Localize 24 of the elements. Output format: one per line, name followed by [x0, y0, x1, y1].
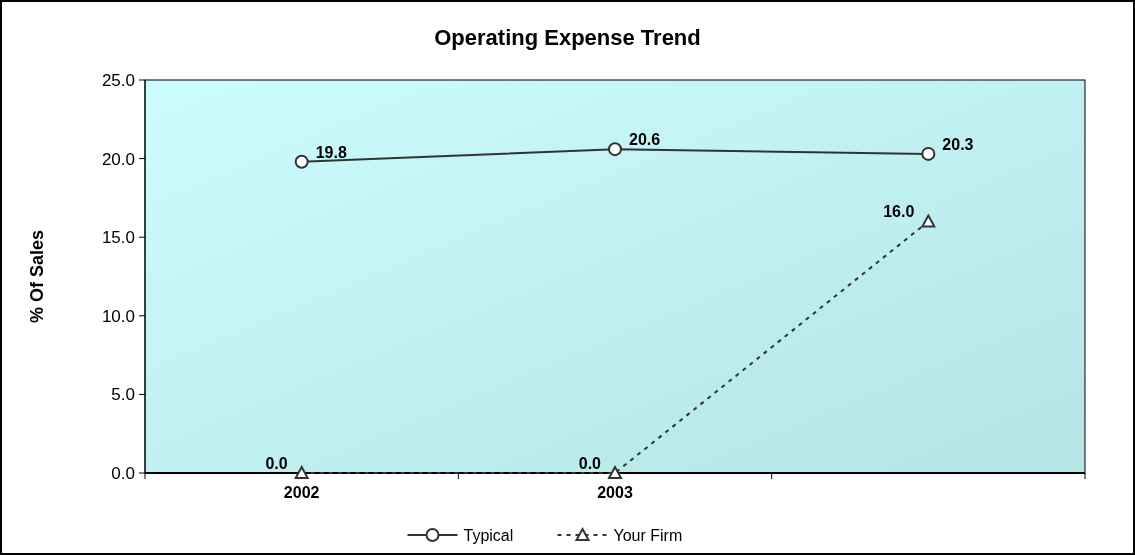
data-label: 20.3 — [942, 135, 974, 153]
y-tick-label: 5.0 — [111, 385, 135, 405]
data-label: 20.6 — [629, 131, 661, 149]
y-axis-title: % Of Sales — [27, 229, 47, 324]
data-label: 0.0 — [578, 455, 602, 472]
y-tick-label: 15.0 — [101, 228, 135, 248]
point — [608, 142, 622, 157]
point — [921, 146, 936, 161]
x-tick-label: 2003 — [597, 484, 633, 501]
legend-label: Your Firm — [613, 527, 683, 544]
data-label: 19.8 — [315, 143, 347, 161]
chart-title: Operating Expense Trend — [434, 25, 701, 50]
y-tick-label: 10.0 — [101, 306, 135, 326]
y-tick-label: 20.0 — [101, 149, 135, 169]
point — [294, 154, 309, 169]
data-label: 0.0 — [265, 455, 288, 472]
y-tick-label: 0.0 — [111, 464, 135, 483]
point — [921, 214, 936, 228]
point — [608, 466, 622, 479]
data-label: 16.0 — [883, 203, 915, 221]
x-tick-label: 2002 — [283, 484, 320, 501]
point — [294, 466, 309, 479]
y-tick-label: 25.0 — [101, 71, 135, 90]
legend-label: Typical — [463, 527, 514, 544]
